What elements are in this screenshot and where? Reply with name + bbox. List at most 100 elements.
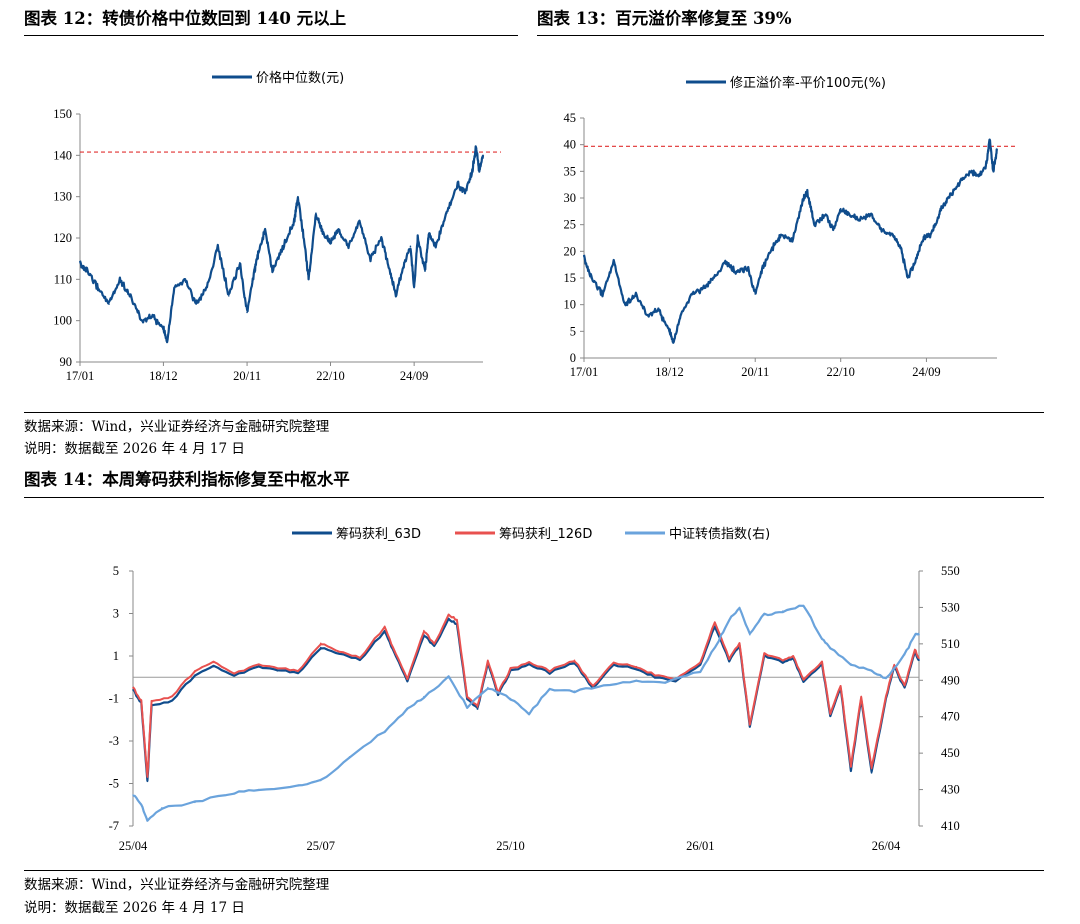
data-point — [528, 712, 530, 714]
data-point — [307, 278, 310, 281]
data-point — [724, 261, 727, 263]
data-point — [824, 213, 827, 215]
data-point — [246, 311, 248, 314]
data-point — [668, 330, 671, 333]
data-point — [413, 286, 415, 289]
data-point — [447, 619, 450, 621]
right-tick-label: 430 — [941, 783, 960, 797]
data-point — [988, 138, 991, 141]
left-tick-label: 3 — [113, 607, 119, 621]
y-tick-label: 40 — [564, 138, 577, 152]
data-point — [860, 695, 863, 698]
data-point — [253, 270, 256, 272]
data-point — [427, 233, 430, 235]
data-point — [573, 659, 576, 662]
legend-label: 筹码获利_63D — [336, 526, 421, 542]
data-point — [635, 293, 637, 295]
right-tick-label: 450 — [941, 746, 960, 760]
data-point — [893, 663, 896, 666]
data-point — [395, 295, 397, 297]
data-point — [258, 663, 260, 666]
data-point — [992, 170, 995, 173]
data-point — [476, 706, 479, 708]
figure-14-title: 图表 14：本周筹码获利指标修复至中枢水平 — [24, 470, 350, 489]
data-point — [304, 245, 306, 248]
y-tick-label: 120 — [53, 231, 72, 245]
data-point — [847, 213, 849, 215]
data-point — [870, 772, 873, 774]
data-point — [929, 234, 931, 237]
data-point — [456, 183, 459, 186]
data-point — [509, 697, 512, 700]
data-point — [447, 675, 450, 678]
data-point — [664, 681, 667, 683]
data-point — [276, 670, 279, 672]
data-point — [903, 653, 906, 656]
data-point — [402, 266, 404, 268]
data-point — [194, 801, 196, 804]
data-point — [699, 663, 702, 666]
data-point — [258, 665, 260, 668]
data-point — [918, 633, 920, 636]
legend-label: 中证转债指数(右) — [669, 527, 770, 542]
data-point — [802, 197, 805, 199]
data-point — [315, 212, 317, 214]
y-tick-label: 20 — [564, 244, 577, 258]
data-point — [162, 328, 165, 330]
data-point — [728, 619, 731, 621]
data-point — [348, 755, 351, 758]
data-point — [782, 659, 784, 662]
data-point — [97, 286, 99, 289]
data-point — [464, 191, 466, 194]
data-point — [699, 661, 702, 664]
data-point — [885, 695, 887, 698]
data-point — [319, 646, 322, 649]
data-point — [936, 218, 939, 221]
data-point — [319, 642, 322, 645]
data-point — [735, 271, 738, 274]
date-note: 说明：数据截至 2026 年 4 月 17 日 — [24, 441, 245, 457]
data-point — [590, 277, 593, 279]
data-point — [79, 262, 81, 264]
data-point — [466, 706, 469, 709]
data-point — [297, 670, 299, 672]
data-point — [471, 171, 474, 173]
data-point — [478, 171, 481, 173]
data-point — [892, 234, 894, 237]
data-point — [654, 674, 656, 676]
data-point — [497, 693, 499, 696]
data-point — [749, 725, 751, 727]
legend-label: 修正溢价率-平价100元(%) — [730, 75, 886, 91]
data-point — [146, 780, 149, 783]
data-point — [129, 295, 132, 297]
data-point — [903, 687, 906, 689]
data-point — [482, 154, 484, 157]
data-point — [258, 788, 260, 791]
series-line — [132, 613, 920, 778]
data-point — [487, 659, 489, 662]
data-point — [977, 175, 980, 178]
data-point — [434, 245, 437, 248]
data-point — [832, 229, 835, 231]
data-point — [850, 765, 852, 768]
y-tick-label: 130 — [53, 190, 72, 204]
data-point — [195, 303, 197, 305]
data-point — [914, 648, 916, 651]
series-line — [582, 138, 999, 344]
data-point — [271, 270, 274, 272]
x-tick-label: 25/07 — [306, 839, 334, 853]
data-point — [233, 792, 235, 795]
data-point — [416, 237, 419, 239]
section-divider — [24, 870, 1044, 871]
x-tick-label: 20/11 — [233, 369, 261, 383]
data-point — [624, 303, 626, 306]
data-point — [985, 165, 987, 167]
data-point — [573, 690, 576, 693]
data-point — [380, 237, 383, 239]
data-point — [528, 663, 530, 666]
data-point — [802, 604, 805, 607]
data-point — [548, 688, 551, 691]
data-point — [839, 684, 842, 687]
data-point — [821, 637, 823, 640]
data-point — [132, 689, 134, 691]
